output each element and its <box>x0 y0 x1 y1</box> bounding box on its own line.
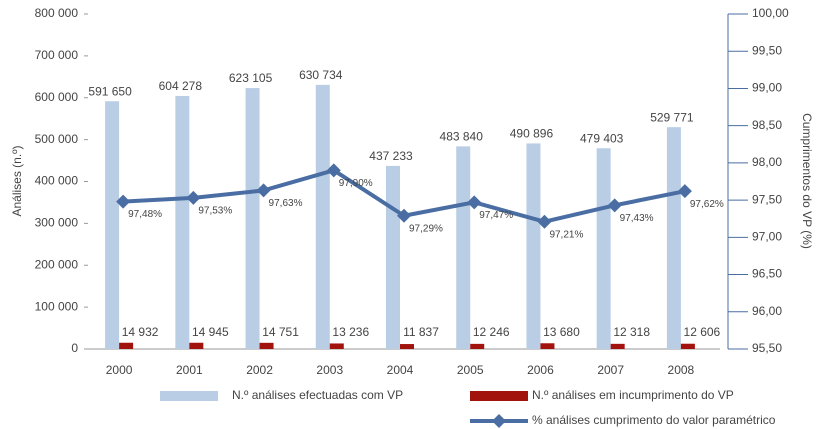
legend-label: N.º análises em incumprimento do VP <box>532 388 734 402</box>
data-label: 13 680 <box>543 325 580 339</box>
y-tick-label: 400 000 <box>35 174 79 188</box>
y-tick-label: 100 000 <box>35 299 79 313</box>
data-label: 490 896 <box>510 127 554 141</box>
bar <box>526 143 541 349</box>
data-label: 97,63% <box>269 198 303 209</box>
marker <box>467 195 482 210</box>
marker <box>537 214 552 229</box>
y2-tick-label: 99,00 <box>752 81 782 95</box>
y2-tick-label: 98,00 <box>752 155 782 169</box>
x-tick-label: 2003 <box>316 363 343 377</box>
marker <box>256 183 271 198</box>
marker <box>677 184 692 199</box>
marker <box>116 194 131 209</box>
bar <box>610 343 625 349</box>
bar <box>329 343 344 349</box>
y-axis-label: Análises (n.º) <box>10 145 24 216</box>
legend-swatch <box>470 391 528 401</box>
data-label: 630 734 <box>299 68 343 82</box>
y2-tick-label: 100,00 <box>752 6 789 20</box>
x-tick-label: 2008 <box>668 363 695 377</box>
y-tick-label: 600 000 <box>35 90 79 104</box>
bar <box>666 127 681 350</box>
data-label: 623 105 <box>229 71 273 85</box>
bar <box>680 343 695 349</box>
data-label: 97,90% <box>339 178 373 189</box>
bar <box>596 148 611 349</box>
data-label: 97,21% <box>549 229 583 240</box>
x-tick-label: 2002 <box>246 363 273 377</box>
y2-tick-label: 95,50 <box>752 341 782 355</box>
marker <box>186 190 201 205</box>
data-label: 11 837 <box>403 325 439 339</box>
y2-tick-label: 99,50 <box>752 43 782 57</box>
bar <box>456 146 471 349</box>
bar <box>245 88 260 350</box>
legend-label: % análises cumprimento do valor paramétr… <box>532 413 776 427</box>
bar <box>119 342 134 349</box>
data-label: 97,62% <box>690 199 724 210</box>
legend-marker <box>492 414 506 428</box>
y-tick-label: 700 000 <box>35 48 79 62</box>
data-label: 14 932 <box>122 325 159 339</box>
x-tick-label: 2007 <box>597 363 624 377</box>
y2-tick-label: 96,50 <box>752 267 782 281</box>
bar <box>175 95 190 349</box>
data-label: 437 233 <box>369 149 413 163</box>
y-tick-label: 300 000 <box>35 216 79 230</box>
bar <box>386 165 400 349</box>
bar <box>105 101 120 350</box>
y-tick-label: 0 <box>71 341 78 355</box>
data-label: 479 403 <box>580 131 624 145</box>
data-label: 604 278 <box>159 79 203 93</box>
bar <box>189 342 204 349</box>
bar <box>259 342 274 349</box>
legend-swatch <box>160 391 218 401</box>
data-label: 483 840 <box>440 130 484 144</box>
marker <box>607 198 622 213</box>
bar <box>315 84 330 350</box>
data-label: 97,47% <box>479 210 513 221</box>
x-tick-label: 2005 <box>457 363 484 377</box>
data-label: 12 246 <box>473 325 510 339</box>
marker <box>326 163 341 178</box>
data-label: 14 751 <box>262 325 299 339</box>
y2-tick-label: 96,00 <box>752 304 782 318</box>
bar <box>540 343 555 349</box>
y-tick-label: 800 000 <box>35 6 79 20</box>
data-label: 97,43% <box>620 213 654 224</box>
marker <box>397 208 411 223</box>
x-tick-label: 2000 <box>106 363 133 377</box>
x-tick-label: 2006 <box>527 363 554 377</box>
data-label: 591 650 <box>88 84 132 98</box>
data-label: 97,53% <box>198 206 232 217</box>
data-label: 13 236 <box>332 325 369 339</box>
y-tick-label: 500 000 <box>35 132 79 146</box>
y2-tick-label: 97,00 <box>752 230 782 244</box>
y2-tick-label: 98,50 <box>752 118 782 132</box>
data-label: 97,29% <box>409 223 443 234</box>
data-label: 97,48% <box>128 209 162 220</box>
x-tick-label: 2001 <box>176 363 203 377</box>
bar <box>400 344 414 349</box>
data-label: 14 945 <box>192 325 229 339</box>
legend-label: N.º análises efectuadas com VP <box>232 388 403 402</box>
y2-tick-label: 97,50 <box>752 192 782 206</box>
y-tick-label: 200 000 <box>35 257 79 271</box>
data-label: 12 318 <box>613 325 650 339</box>
x-tick-label: 2004 <box>387 363 414 377</box>
data-label: 529 771 <box>650 110 694 124</box>
y2-axis-label: Cumprimentos do VP (%) <box>800 113 814 249</box>
bar <box>470 343 485 349</box>
data-label: 12 606 <box>684 325 721 339</box>
